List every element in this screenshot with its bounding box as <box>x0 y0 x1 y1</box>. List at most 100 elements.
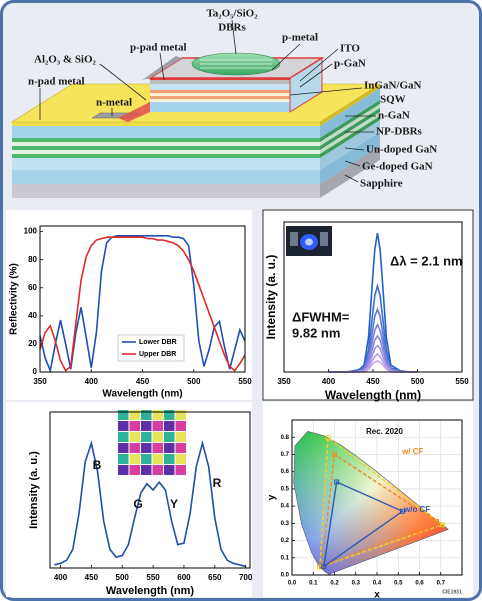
x-tick-label: 550 <box>455 377 469 386</box>
x-tick-label: 500 <box>116 573 130 582</box>
y-tick-label: 0.1 <box>281 555 290 561</box>
diagram-label: p-pad metal <box>130 42 187 54</box>
layer <box>12 170 320 184</box>
x-tick-label: 0.1 <box>309 581 318 587</box>
diagram-label: Sapphire <box>360 178 403 190</box>
diagram-label: n-pad metal <box>28 76 85 88</box>
layer <box>12 122 320 126</box>
y-tick-label: 0.0 <box>281 573 290 579</box>
x-tick-label: 0.3 <box>352 581 361 587</box>
diagram-label: n-GaN <box>378 110 410 122</box>
y-tick-label: 0.3 <box>281 521 290 527</box>
x-tick-label: 650 <box>208 573 222 582</box>
y-axis-label: Reflectivity (%) <box>9 263 20 335</box>
x-tick-label: 450 <box>136 377 150 386</box>
diagram-label: Al₂O₃ & SiO₂ <box>34 54 97 66</box>
y-tick-label: 100 <box>24 227 38 236</box>
pixel <box>141 443 152 453</box>
pixel <box>153 432 164 442</box>
y-tick-label: 60 <box>28 283 37 292</box>
x-tick-label: 450 <box>366 377 380 386</box>
gamut-label: Rec. 2020 <box>366 427 403 436</box>
pixel <box>153 443 164 453</box>
x-tick-label: 0.2 <box>330 581 339 587</box>
diagram-label: Un-doped GaN <box>366 144 437 156</box>
mesa-layer <box>150 102 290 112</box>
layer <box>12 142 320 146</box>
pixel <box>130 465 141 475</box>
x-tick-label: 0.5 <box>394 581 403 587</box>
pixel <box>176 432 187 442</box>
x-axis-label: x <box>374 590 380 601</box>
mesa-layer <box>150 96 290 99</box>
x-tick-label: 500 <box>187 377 201 386</box>
x-tick-label: 400 <box>54 573 68 582</box>
layer <box>12 138 320 142</box>
diagram-label: Ta₂O₅/SiO₂ <box>206 8 258 20</box>
y-tick-label: 80 <box>28 255 37 264</box>
diagram-label: DBRs <box>218 22 246 34</box>
mesa-layer <box>150 84 290 90</box>
annotation: R <box>213 476 222 490</box>
pixel <box>176 465 187 475</box>
annotation: ΔFWHM= <box>292 309 350 324</box>
pixel <box>164 465 175 475</box>
x-tick-label: 400 <box>322 377 336 386</box>
pixel <box>164 454 175 464</box>
pixel <box>153 421 164 431</box>
pixel <box>118 443 129 453</box>
x-tick-label: 700 <box>239 573 253 582</box>
legend-label: Upper DBR <box>139 351 176 358</box>
annotation: B <box>93 458 102 472</box>
layer <box>12 126 320 138</box>
diagram-label: p-GaN <box>334 58 366 70</box>
pixel <box>141 421 152 431</box>
y-tick-label: 40 <box>28 311 37 320</box>
diagram-label: InGaN/GaN <box>364 80 422 92</box>
y-tick-label: 0.2 <box>281 538 290 544</box>
y-tick-label: 0.7 <box>281 452 290 458</box>
x-tick-label: 500 <box>411 377 425 386</box>
pixel <box>153 454 164 464</box>
pixel <box>164 443 175 453</box>
layer <box>12 154 320 158</box>
page: Ta₂O₅/SiO₂DBRsp-metalITOp-GaNAl₂O₃ & SiO… <box>0 0 482 601</box>
y-tick-label: 0.6 <box>281 469 290 475</box>
pixel <box>130 454 141 464</box>
pixel <box>176 443 187 453</box>
pixel <box>130 421 141 431</box>
x-tick-label: 0.4 <box>373 581 382 587</box>
x-tick-label: 400 <box>85 377 99 386</box>
diagram-label: n-metal <box>96 97 132 109</box>
diagram-label: SQW <box>380 94 406 106</box>
x-axis-label: Wavelength (nm) <box>102 389 182 400</box>
pixel <box>130 443 141 453</box>
pixel <box>141 465 152 475</box>
pixel <box>118 421 129 431</box>
x-tick-label: 550 <box>238 377 252 386</box>
mesa-layer <box>150 90 290 93</box>
x-tick-label: 350 <box>33 377 47 386</box>
pixel <box>118 432 129 442</box>
pixel <box>153 465 164 475</box>
pixel <box>118 465 129 475</box>
y-tick-label: 0.8 <box>281 435 290 441</box>
pixel <box>130 432 141 442</box>
x-axis-label: Wavelength (nm) <box>106 585 195 597</box>
y-tick-label: 0.4 <box>281 504 290 510</box>
diagram-label: p-metal <box>282 32 318 44</box>
y-axis-label: Intensity (a. u.) <box>28 451 40 529</box>
x-axis-label: Wavelength (nm) <box>325 388 421 402</box>
x-tick-label: 450 <box>85 573 99 582</box>
y-axis-label: Intensity (a. u.) <box>264 255 278 340</box>
x-tick-label: 0.7 <box>437 581 446 587</box>
annotation: G <box>133 497 142 511</box>
x-tick-label: 0.0 <box>288 581 297 587</box>
annotation: Y <box>170 497 178 511</box>
pixel <box>176 421 187 431</box>
mesa-layer <box>150 80 290 84</box>
x-tick-label: 350 <box>277 377 291 386</box>
pixel <box>176 454 187 464</box>
y-tick-label: 0 <box>33 367 38 376</box>
x-tick-label: 600 <box>177 573 191 582</box>
